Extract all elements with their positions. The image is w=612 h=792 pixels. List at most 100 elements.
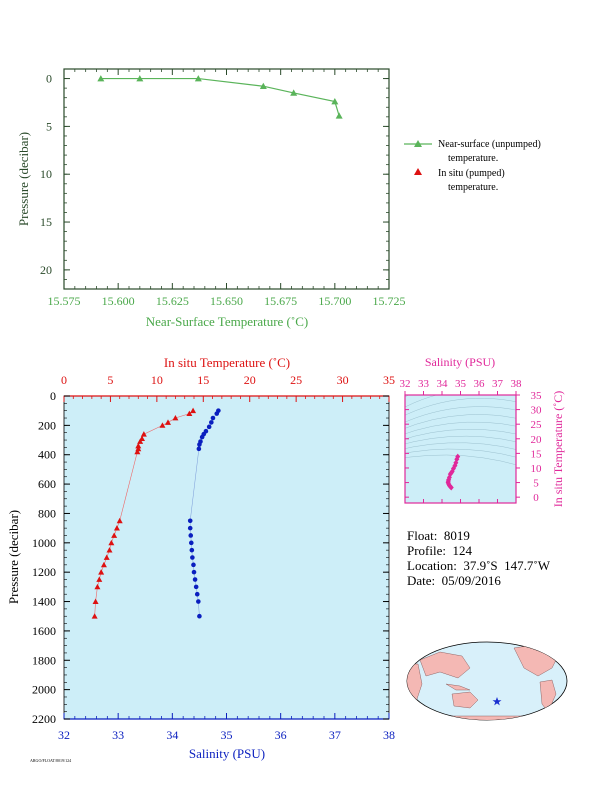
profile-number: Profile: 124 — [407, 543, 472, 558]
date: Date: 05/09/2016 — [407, 573, 501, 588]
pressure-tick-label: 0 — [50, 389, 56, 403]
salinity-data-point — [197, 613, 202, 619]
near-surface-x-ticks: 15.575 15.600 15.625 15.650 15.675 15.700 15.7… — [48, 69, 406, 308]
salinity-tick-label: 35 — [221, 728, 233, 742]
map-land-australia — [451, 691, 479, 709]
temperature-data-point — [111, 532, 118, 538]
map-land-indonesia — [445, 683, 471, 691]
near-surface-data-point — [97, 75, 105, 82]
temperature-data-point — [140, 431, 147, 437]
near-surface-series — [97, 75, 343, 119]
salinity-data-point — [210, 415, 216, 421]
near-surface-y-tick-label: 10 — [40, 167, 52, 181]
float-id: Float: 8019 — [407, 528, 470, 543]
near-surface-y-axis-label: Pressure (decibar) — [16, 132, 31, 226]
temperature-data-point — [100, 561, 107, 568]
ts-density-contour — [405, 414, 516, 429]
near-surface-x-tick-label: 15.650 — [210, 294, 243, 308]
salinity-data-point — [191, 562, 196, 568]
pressure-tick-label: 2200 — [32, 712, 56, 726]
temperature-data-point — [108, 539, 115, 546]
pressure-tick-label: 800 — [38, 506, 56, 520]
temperature-data-point — [96, 576, 103, 582]
temperature-data-point — [92, 598, 99, 604]
ts-y-ticks: 0 5 10 15 20 25 30 35 — [405, 390, 542, 504]
pressure-tick-label: 1400 — [32, 595, 56, 609]
salinity-data-point — [187, 525, 193, 531]
ts-y-axis-label: In situ Temperature (˚C) — [551, 391, 565, 508]
map-land-asia — [419, 651, 471, 679]
ts-x-tick-label: 38 — [511, 378, 523, 390]
near-surface-y-tick-label: 15 — [40, 215, 52, 229]
salinity-data-point — [190, 555, 195, 560]
salinity-data-point — [197, 442, 202, 447]
temperature-tick-label: 35 — [383, 373, 395, 387]
pressure-tick-label: 1000 — [32, 536, 56, 550]
ts-density-contours — [405, 395, 516, 465]
temperature-data-point — [137, 438, 144, 444]
near-surface-data-point — [331, 98, 339, 105]
near-surface-y-ticks: 0 5 10 15 20 — [40, 68, 389, 290]
pressure-tick-label: 1200 — [32, 565, 56, 579]
salinity-tick-label: 34 — [166, 728, 178, 742]
temperature-data-point — [134, 448, 141, 455]
salinity-data-point — [196, 446, 202, 452]
salinity-tick-label: 33 — [112, 728, 124, 742]
salinity-data-point — [209, 420, 214, 425]
pressure-tick-label: 1600 — [32, 624, 56, 638]
ts-density-contour — [405, 429, 516, 440]
near-surface-data-point — [136, 75, 144, 82]
near-surface-y-tick-label: 0 — [46, 72, 52, 86]
salinity-x-ticks: 32 33 34 35 36 37 38 — [58, 713, 395, 742]
temperature-data-point — [94, 583, 101, 590]
ts-x-tick-label: 37 — [492, 378, 504, 390]
salinity-tick-label: 37 — [329, 728, 341, 742]
salinity-axis-label: Salinity (PSU) — [189, 746, 265, 761]
ts-x-tick-label: 35 — [455, 378, 467, 390]
ts-density-contour — [405, 398, 516, 416]
temperature-data-point — [103, 554, 110, 560]
salinity-data-point — [192, 577, 198, 582]
ts-density-contour — [405, 442, 516, 450]
near-surface-chart: 15.575 15.600 15.625 15.650 15.675 15.700 15.7… — [16, 68, 541, 329]
ts-inset-chart: 32 33 34 35 36 37 38 0 5 10 15 20 25 30 35 Salinity (… — [400, 355, 566, 508]
temperature-data-point — [159, 422, 166, 428]
ts-series — [445, 453, 461, 491]
ts-x-ticks: 32 33 34 35 36 37 38 — [400, 378, 523, 503]
salinity-data-point — [214, 411, 220, 416]
salinity-data-point — [194, 591, 200, 597]
temperature-axis-label: In situ Temperature (˚C) — [164, 355, 290, 370]
temperature-data-point — [135, 442, 142, 449]
pressure-tick-label: 600 — [38, 477, 56, 491]
temperature-data-point — [113, 525, 120, 531]
ts-x-tick-label: 36 — [474, 378, 486, 390]
near-surface-x-tick-label: 15.725 — [373, 294, 406, 308]
salinity-data-point — [188, 540, 194, 546]
pressure-tick-label: 1800 — [32, 653, 56, 667]
ts-y-tick-label: 15 — [531, 448, 543, 460]
profile-pressure-axis-label: Pressure (decibar) — [6, 510, 21, 604]
near-surface-data-point — [335, 112, 343, 119]
ts-density-contour — [405, 435, 516, 445]
ts-density-contour — [405, 421, 516, 434]
pressure-tick-label: 200 — [38, 418, 56, 432]
pressure-tick-label: 2000 — [32, 683, 56, 697]
salinity-data-point — [189, 547, 195, 553]
near-surface-data-point — [194, 75, 202, 82]
near-surface-x-tick-label: 15.700 — [318, 294, 351, 308]
temperature-tick-label: 30 — [337, 373, 349, 387]
ts-y-tick-label: 20 — [531, 434, 543, 446]
near-surface-legend: Near-surface (unpumped) temperature. In … — [404, 139, 541, 193]
ts-y-tick-label: 5 — [533, 478, 539, 490]
temperature-data-point — [98, 569, 105, 575]
profile-chart: 32 33 34 35 36 37 38 0 5 10 15 20 25 30 35 0 200 400 600… — [6, 355, 395, 761]
salinity-data-point — [191, 569, 197, 575]
legend-triangle-unpumped-icon — [414, 140, 422, 147]
map-land-south-america — [539, 679, 557, 713]
map-land-antarctica — [419, 715, 561, 720]
temperature-tick-label: 20 — [244, 373, 256, 387]
salinity-tick-label: 38 — [383, 728, 395, 742]
salinity-data-point — [199, 434, 205, 440]
near-surface-data-point — [259, 82, 267, 90]
near-surface-plot-frame — [63, 68, 390, 290]
